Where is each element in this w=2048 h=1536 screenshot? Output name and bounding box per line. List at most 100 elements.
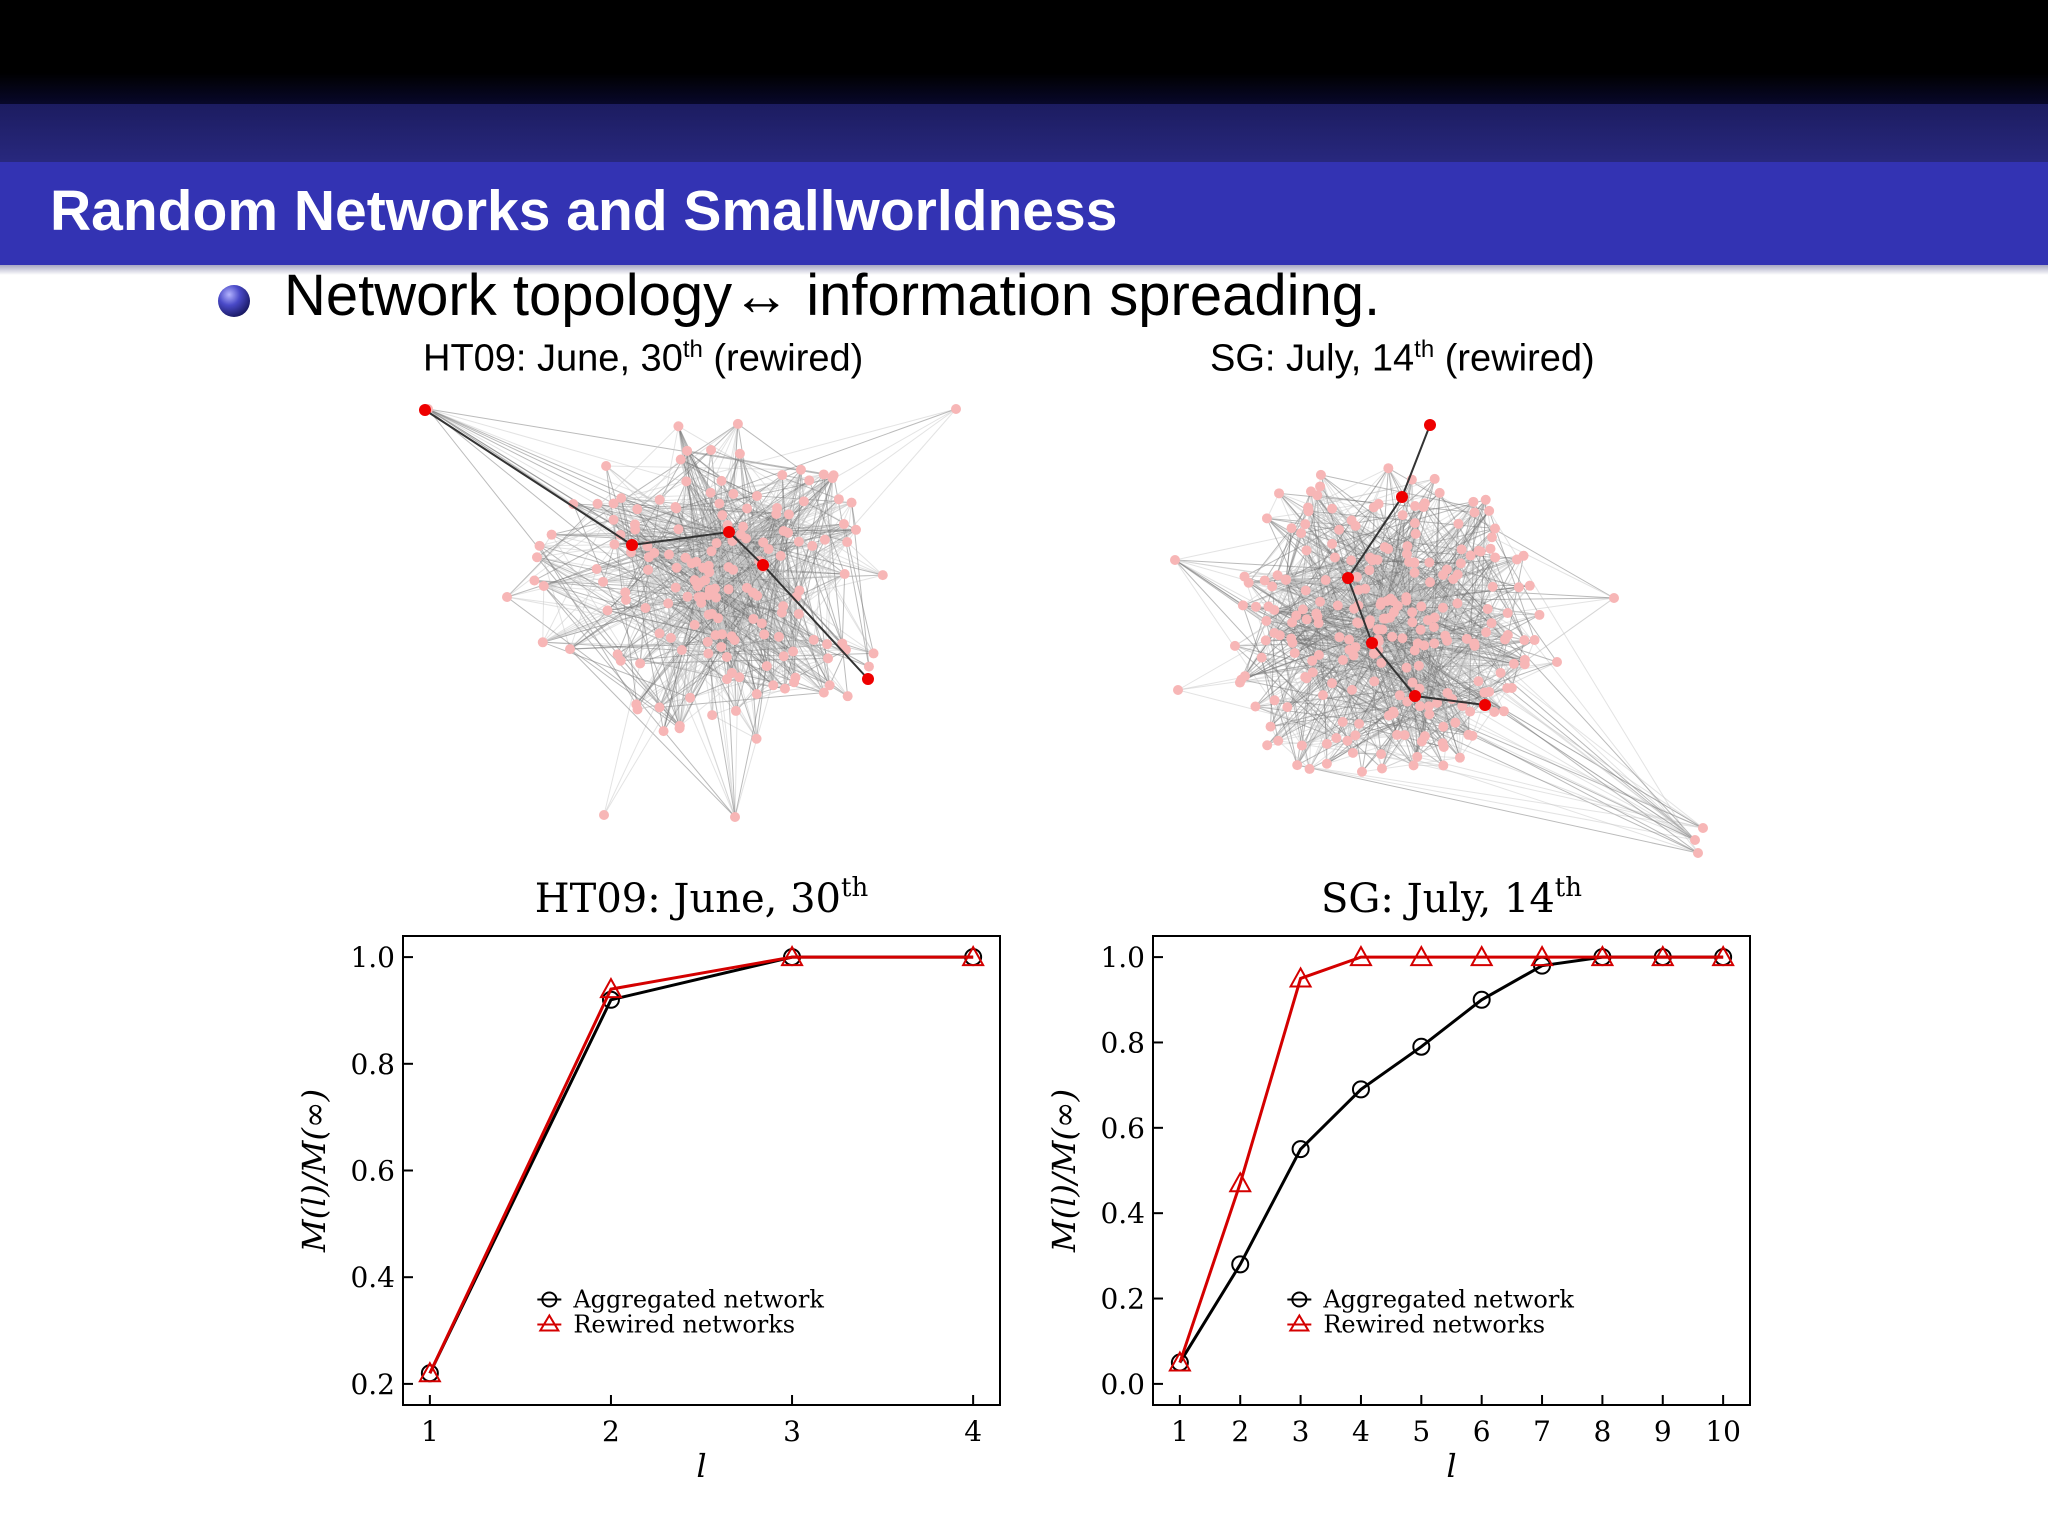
network-node: [1513, 582, 1524, 593]
network-node: [1524, 580, 1535, 591]
network-node: [1409, 518, 1420, 529]
network-node: [1315, 481, 1326, 492]
data-point: [1288, 966, 1313, 988]
x-tick-label: 3: [783, 1415, 801, 1448]
network-node: [1484, 686, 1495, 697]
network-node: [1407, 607, 1418, 618]
network-node: [759, 629, 770, 640]
network-node: [1347, 747, 1358, 758]
network-node: [1346, 684, 1357, 695]
network-node: [1473, 545, 1484, 556]
network-title-sup: th: [682, 336, 703, 363]
network-node: [1344, 634, 1355, 645]
network-node: [643, 564, 654, 575]
network-node: [601, 460, 612, 471]
network-node: [1487, 581, 1498, 592]
network-node: [1409, 558, 1420, 569]
network-node: [1454, 752, 1465, 763]
network-node: [1452, 598, 1463, 609]
network-node: [592, 498, 603, 509]
network-node: [728, 564, 739, 575]
network-node: [726, 631, 737, 642]
network-node: [654, 628, 665, 639]
network-node: [1408, 760, 1419, 771]
network-node: [1307, 655, 1318, 666]
plot-frame: [1152, 935, 1751, 1406]
network-node: [630, 524, 641, 535]
network-node: [1407, 677, 1418, 688]
network-node: [1286, 523, 1297, 534]
network-node: [1350, 520, 1361, 531]
network-node: [1429, 473, 1440, 484]
network-node: [839, 569, 850, 580]
network-node: [748, 613, 759, 624]
chart-title-sup: th: [1555, 873, 1582, 903]
network-node: [598, 576, 609, 587]
network-node: [1534, 609, 1545, 620]
x-tick-label: 10: [1705, 1415, 1741, 1448]
network-node: [1356, 766, 1367, 777]
network-node: [1261, 513, 1272, 524]
y-tick-label: 0.4: [1100, 1197, 1145, 1230]
network-node: [703, 560, 714, 571]
network-node: [1383, 463, 1394, 474]
network-node: [730, 812, 740, 822]
network-node: [707, 710, 718, 721]
network-node: [675, 454, 686, 465]
network-node: [1376, 763, 1387, 774]
network-node: [1399, 730, 1410, 741]
data-point: [961, 945, 985, 967]
path-node: [419, 404, 431, 416]
network-node: [863, 661, 874, 672]
network-node: [1305, 486, 1316, 497]
network-node: [1438, 721, 1449, 732]
legend-marker: [538, 1313, 561, 1332]
network-node: [723, 584, 734, 595]
network-node: [1424, 557, 1435, 568]
path-node: [1366, 637, 1378, 649]
network-node: [1397, 510, 1408, 521]
network-node: [676, 645, 687, 656]
network-node: [846, 497, 857, 508]
network-node: [1690, 835, 1700, 845]
network-node: [807, 540, 818, 551]
network-node: [706, 444, 717, 455]
network-node: [1274, 630, 1285, 641]
network-node: [1498, 706, 1509, 717]
network-node: [1331, 732, 1342, 743]
network-title-sup: th: [1414, 336, 1435, 363]
network-title-tail: (rewired): [1434, 337, 1595, 380]
x-tick-label: 6: [1473, 1415, 1491, 1448]
path-node: [1479, 699, 1491, 711]
network-node: [1296, 740, 1307, 751]
network-node: [752, 590, 763, 601]
slide-title: Random Networks and Smallworldness: [50, 179, 1118, 243]
network-node: [819, 534, 830, 545]
series-line: [428, 955, 974, 1374]
y-tick-label: 1.0: [350, 941, 395, 974]
network-node: [632, 704, 643, 715]
network-node: [502, 592, 512, 602]
network-node: [798, 496, 809, 507]
legend-label: Rewired networks: [1323, 1310, 1545, 1338]
network-node: [808, 634, 819, 645]
network-node: [632, 504, 643, 515]
network-node: [1360, 583, 1371, 594]
network-node: [531, 552, 542, 563]
network-node: [703, 648, 714, 659]
network-node: [1502, 630, 1513, 641]
network-node: [838, 519, 849, 530]
network-node: [1269, 695, 1280, 706]
network-node: [1437, 738, 1448, 749]
network-node: [1348, 650, 1359, 661]
network-node: [1250, 601, 1261, 612]
network-node: [842, 691, 853, 702]
network-node: [1447, 694, 1458, 705]
network-node: [1480, 494, 1491, 505]
network-node: [1402, 696, 1413, 707]
network-node: [1409, 567, 1420, 578]
network-node: [1337, 716, 1348, 727]
bullet-icon: [218, 285, 250, 317]
network-node: [1346, 555, 1357, 566]
data-point: [1651, 945, 1675, 967]
